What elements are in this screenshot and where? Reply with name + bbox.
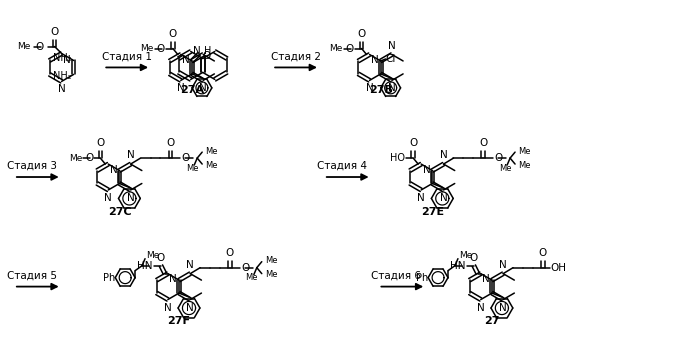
Text: Me: Me bbox=[146, 251, 160, 260]
Text: O: O bbox=[409, 138, 417, 148]
Text: N: N bbox=[365, 83, 373, 93]
Text: O: O bbox=[202, 51, 210, 61]
Text: N: N bbox=[127, 150, 134, 160]
Text: O: O bbox=[157, 253, 165, 263]
Text: Me: Me bbox=[518, 161, 531, 169]
Text: Me: Me bbox=[265, 270, 277, 279]
Text: O: O bbox=[85, 153, 93, 163]
Text: N: N bbox=[423, 165, 430, 174]
Text: N: N bbox=[177, 83, 185, 93]
Text: 27C: 27C bbox=[108, 207, 132, 217]
Text: N: N bbox=[186, 260, 194, 270]
Text: N: N bbox=[477, 303, 484, 312]
Text: Me: Me bbox=[459, 251, 473, 260]
Text: O: O bbox=[539, 248, 547, 258]
Text: N: N bbox=[182, 55, 190, 65]
Text: H: H bbox=[204, 46, 211, 55]
Text: 27F: 27F bbox=[167, 316, 190, 327]
Text: 27A: 27A bbox=[180, 85, 204, 95]
Text: Стадия 3: Стадия 3 bbox=[7, 161, 57, 171]
Text: N: N bbox=[499, 303, 507, 312]
Text: Стадия 2: Стадия 2 bbox=[271, 51, 321, 62]
Text: Ph: Ph bbox=[103, 273, 116, 283]
Text: Me: Me bbox=[205, 147, 218, 156]
Text: Cl: Cl bbox=[386, 54, 396, 64]
Text: Me: Me bbox=[265, 256, 277, 265]
Text: O: O bbox=[241, 263, 249, 273]
Text: NH₂: NH₂ bbox=[52, 71, 71, 81]
Text: N: N bbox=[388, 83, 395, 93]
Text: Стадия 4: Стадия 4 bbox=[316, 161, 367, 171]
Text: O: O bbox=[494, 153, 503, 163]
Text: O: O bbox=[36, 42, 43, 51]
Text: Стадия 6: Стадия 6 bbox=[371, 271, 421, 281]
Text: Стадия 5: Стадия 5 bbox=[7, 271, 57, 281]
Text: Me: Me bbox=[329, 44, 343, 53]
Text: O: O bbox=[50, 26, 59, 37]
Text: O: O bbox=[169, 29, 177, 38]
Text: O: O bbox=[181, 153, 190, 163]
Text: 27E: 27E bbox=[421, 207, 444, 217]
Text: N: N bbox=[440, 150, 447, 160]
Text: N: N bbox=[417, 193, 425, 203]
Text: OH: OH bbox=[551, 263, 567, 273]
Text: Me: Me bbox=[246, 273, 258, 282]
Text: O: O bbox=[157, 43, 165, 54]
Text: N: N bbox=[371, 55, 379, 65]
Text: 27: 27 bbox=[484, 316, 500, 327]
Text: N: N bbox=[199, 83, 207, 93]
Text: HN: HN bbox=[450, 261, 466, 271]
Text: N: N bbox=[482, 274, 490, 284]
Text: N: N bbox=[104, 193, 112, 203]
Text: N: N bbox=[388, 41, 395, 51]
Text: Me: Me bbox=[186, 164, 199, 173]
Text: N: N bbox=[499, 260, 507, 270]
Text: O: O bbox=[470, 253, 478, 263]
Text: N: N bbox=[164, 303, 172, 312]
Text: Ph: Ph bbox=[416, 273, 428, 283]
Text: N: N bbox=[193, 46, 201, 55]
Text: N: N bbox=[110, 165, 118, 174]
Text: Me: Me bbox=[518, 147, 531, 156]
Text: O: O bbox=[358, 29, 365, 38]
Text: O: O bbox=[167, 138, 174, 148]
Text: O: O bbox=[345, 43, 354, 54]
Text: HO: HO bbox=[391, 153, 405, 163]
Text: HN: HN bbox=[137, 261, 153, 271]
Text: Me: Me bbox=[18, 42, 31, 51]
Text: 27B: 27B bbox=[369, 85, 393, 95]
Text: N: N bbox=[186, 303, 194, 312]
Text: N: N bbox=[440, 193, 447, 203]
Text: O: O bbox=[226, 248, 234, 258]
Text: N: N bbox=[169, 274, 177, 284]
Text: Me: Me bbox=[141, 44, 154, 53]
Text: Me: Me bbox=[499, 164, 512, 173]
Text: Me: Me bbox=[205, 161, 218, 169]
Text: N: N bbox=[63, 55, 71, 66]
Text: O: O bbox=[96, 138, 104, 148]
Text: N: N bbox=[57, 84, 66, 94]
Text: O: O bbox=[480, 138, 487, 148]
Text: N: N bbox=[127, 193, 134, 203]
Text: NH₂: NH₂ bbox=[52, 54, 71, 63]
Text: Me: Me bbox=[69, 153, 83, 163]
Text: Стадия 1: Стадия 1 bbox=[102, 51, 152, 62]
